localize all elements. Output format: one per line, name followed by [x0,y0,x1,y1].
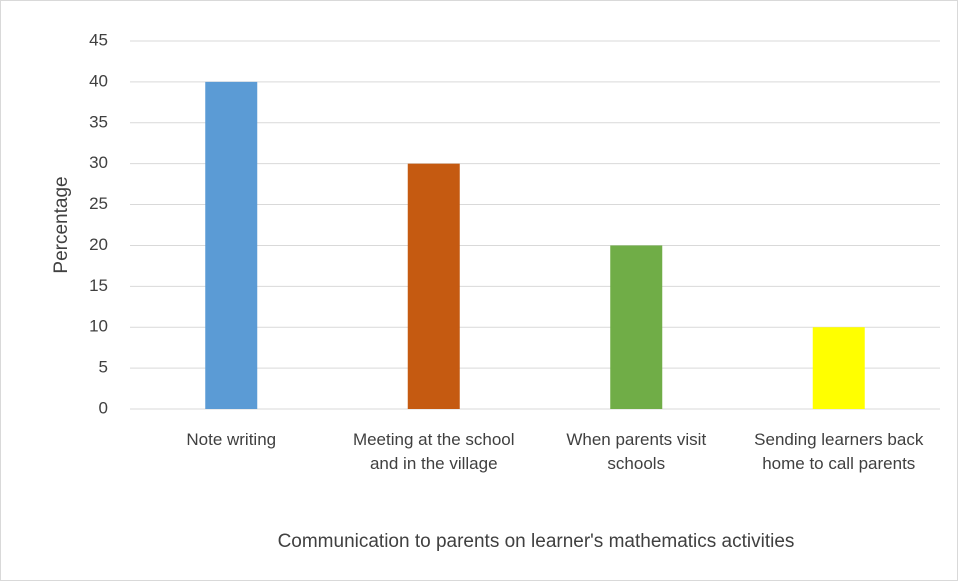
bar [407,163,460,409]
y-tick-label: 15 [89,276,108,295]
y-tick-label: 45 [89,30,108,49]
bar [610,245,663,409]
y-tick-label: 5 [99,358,108,377]
y-axis-title: Percentage [51,176,72,273]
x-tick-label: Sending learners back home to call paren… [754,430,924,473]
x-tick-label: When parents visit schools [566,430,707,473]
x-axis-title: Communication to parents on learner's ma… [278,531,795,552]
y-tick-label: 30 [89,153,108,172]
y-tick-label: 40 [89,71,108,90]
y-tick-label: 0 [99,398,108,417]
y-tick-label: 20 [89,235,108,254]
x-tick-label: Meeting at the school and in the village [352,430,515,473]
bar [205,81,258,409]
bar [812,327,865,409]
x-tick-label: Note writing [186,430,277,449]
y-tick-label: 10 [89,317,108,336]
y-tick-label: 35 [89,112,108,131]
y-tick-label: 25 [89,194,108,213]
